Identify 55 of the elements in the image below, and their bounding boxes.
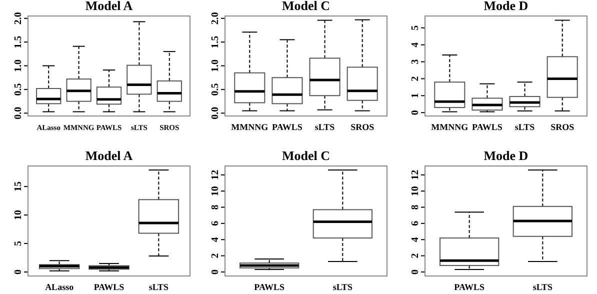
- chart-title: Mode D: [484, 148, 528, 163]
- y-tick-label: 8: [410, 204, 421, 210]
- x-tick-label: ALasso: [45, 282, 74, 292]
- y-tick-label: 2: [410, 253, 421, 258]
- x-tick-label: PAWLS: [472, 122, 502, 132]
- x-tick-label: PAWLS: [254, 282, 285, 292]
- y-tick-label: 3: [410, 59, 421, 64]
- x-tick-label: sLTS: [314, 122, 335, 132]
- y-tick-label: 0: [13, 270, 24, 275]
- x-tick-label: sLTS: [532, 282, 553, 292]
- y-tick-label: 0: [210, 269, 221, 274]
- y-tick-label: 0: [410, 269, 421, 274]
- y-tick-label: 4: [410, 237, 421, 242]
- x-tick-label: sLTS: [148, 282, 169, 292]
- x-tick-label: sLTS: [332, 282, 353, 292]
- x-tick-label: MMNNG: [231, 122, 268, 132]
- x-tick-label: PAWLS: [454, 282, 485, 292]
- y-tick-label: 1.5: [13, 36, 24, 48]
- chart-title: Model A: [85, 0, 134, 13]
- y-tick-label: 2: [410, 76, 421, 82]
- y-tick-label: 15: [13, 182, 24, 192]
- y-tick-label: 2.0: [210, 12, 221, 25]
- y-tick-label: 0.5: [13, 83, 24, 96]
- y-tick-label: 12: [410, 170, 421, 180]
- y-tick-label: 0.5: [210, 83, 221, 96]
- y-tick-label: 8: [210, 204, 221, 210]
- x-tick-label: MMNNG: [431, 122, 468, 132]
- y-tick-label: 10: [210, 186, 221, 196]
- y-tick-label: 10: [410, 186, 421, 196]
- x-tick-label: PAWLS: [272, 122, 302, 132]
- y-tick-label: 0: [410, 110, 421, 116]
- y-tick-label: 1.0: [210, 60, 221, 72]
- chart-title: Model C: [282, 0, 330, 13]
- chart-title: Mode D: [484, 0, 528, 13]
- x-tick-label: PAWLS: [94, 282, 124, 292]
- chart-title: Model C: [282, 148, 330, 163]
- y-tick-label: 2.0: [13, 12, 24, 25]
- y-tick-label: 0.0: [210, 106, 221, 120]
- x-tick-label: sLTS: [514, 122, 535, 132]
- chart-title: Model A: [85, 148, 134, 163]
- y-tick-label: 2: [210, 253, 221, 258]
- y-tick-label: 4: [410, 42, 421, 48]
- y-tick-label: 1: [410, 93, 421, 98]
- x-tick-label: SROS: [350, 122, 374, 132]
- y-tick-label: 12: [210, 170, 221, 180]
- y-tick-label: 1.5: [210, 36, 221, 48]
- y-tick-label: 4: [210, 237, 221, 242]
- y-tick-label: 5: [410, 25, 421, 30]
- y-tick-label: 1.0: [13, 60, 24, 72]
- y-tick-label: 5: [13, 241, 24, 246]
- y-tick-label: 6: [210, 220, 221, 226]
- x-tick-label: SROS: [550, 122, 574, 132]
- y-tick-label: 6: [410, 220, 421, 226]
- y-tick-label: 10: [13, 210, 24, 220]
- y-tick-label: 0.0: [13, 106, 24, 120]
